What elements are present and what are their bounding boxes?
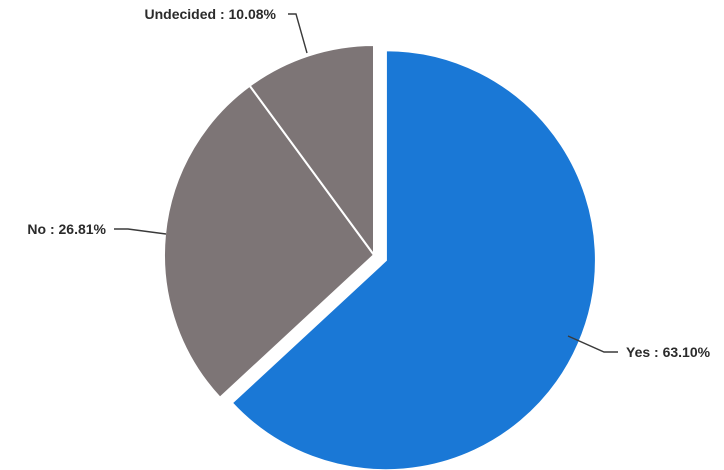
pie-slice-yes — [230, 49, 597, 470]
leader-line-undecided — [288, 13, 308, 54]
pie-slice-no — [163, 84, 376, 400]
slice-label-undecided: Undecided : 10.08% — [145, 6, 277, 22]
leader-line-no — [114, 228, 167, 235]
pie-slice-undecided — [248, 43, 375, 259]
slice-label-no: No : 26.81% — [27, 221, 106, 237]
leader-line-yes — [567, 335, 618, 353]
slice-label-yes: Yes : 63.10% — [626, 344, 711, 360]
